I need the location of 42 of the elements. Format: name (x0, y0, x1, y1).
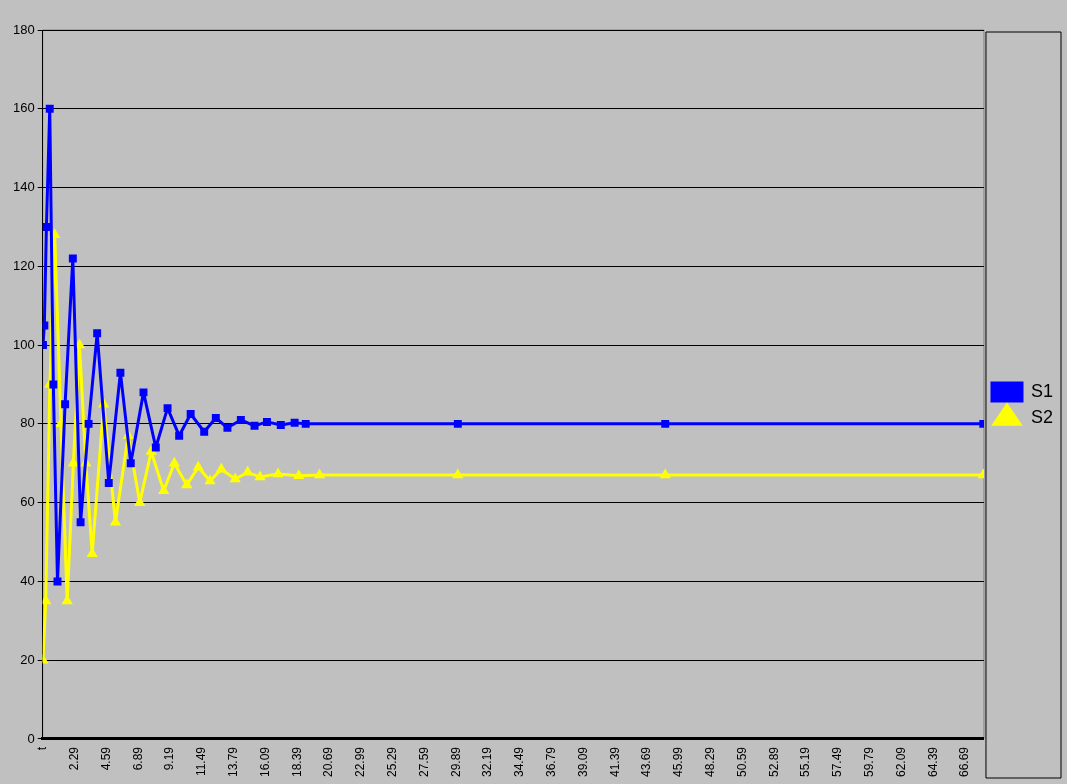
y-tick-label: 60 (20, 494, 35, 510)
x-tick-label: 52.89 (766, 746, 781, 777)
y-tick-label: 20 (20, 651, 35, 667)
y-tick-label: 140 (12, 179, 35, 195)
x-tick-label: 48.29 (703, 746, 718, 777)
x-tick-label: 16.09 (257, 746, 272, 777)
x-tick-label: 13.79 (225, 746, 240, 777)
x-tick-label: 34.49 (512, 746, 527, 777)
x-tick-label: 4.59 (98, 746, 113, 771)
y-tick-label: 80 (20, 415, 35, 431)
x-tick-label: 27.59 (416, 746, 431, 777)
y-tick-label: 180 (12, 21, 35, 37)
x-tick-label: t (35, 746, 50, 751)
x-tick-label: 18.39 (289, 746, 304, 777)
legend-label: S2 (1030, 406, 1054, 427)
x-tick-label: 20.69 (321, 746, 336, 777)
y-tick-label: 100 (12, 336, 35, 352)
x-tick-label: 45.99 (671, 746, 686, 777)
x-tick-label: 2.29 (66, 746, 81, 771)
x-tick-label: 59.79 (862, 746, 877, 777)
y-tick-label: 160 (12, 100, 35, 116)
x-tick-label: 39.09 (575, 746, 590, 777)
x-tick-label: 43.69 (639, 746, 654, 777)
x-tick-label: 50.59 (734, 746, 749, 777)
x-tick-label: 25.29 (385, 746, 399, 777)
x-tick-label: 41.39 (607, 746, 622, 777)
y-tick-label: 120 (12, 257, 35, 273)
x-tick-label: 29.89 (448, 746, 463, 777)
y-tick-label: 0 (27, 730, 35, 746)
y-tick-label: 40 (20, 573, 35, 588)
x-tick-label: 57.49 (830, 746, 845, 777)
x-tick-label: 9.19 (162, 746, 177, 771)
x-tick-label: 64.39 (925, 746, 940, 777)
x-tick-label: 32.19 (480, 746, 495, 777)
x-tick-label: 36.79 (544, 746, 559, 777)
x-tick-label: 66.69 (957, 746, 972, 777)
x-tick-label: 11.49 (194, 746, 209, 777)
x-tick-label: 62.09 (893, 746, 908, 777)
x-tick-label: 6.89 (130, 746, 145, 771)
legend-label: S1 (1030, 380, 1054, 401)
x-tick-label: 55.19 (798, 746, 813, 777)
x-tick-label: 22.99 (353, 746, 368, 777)
